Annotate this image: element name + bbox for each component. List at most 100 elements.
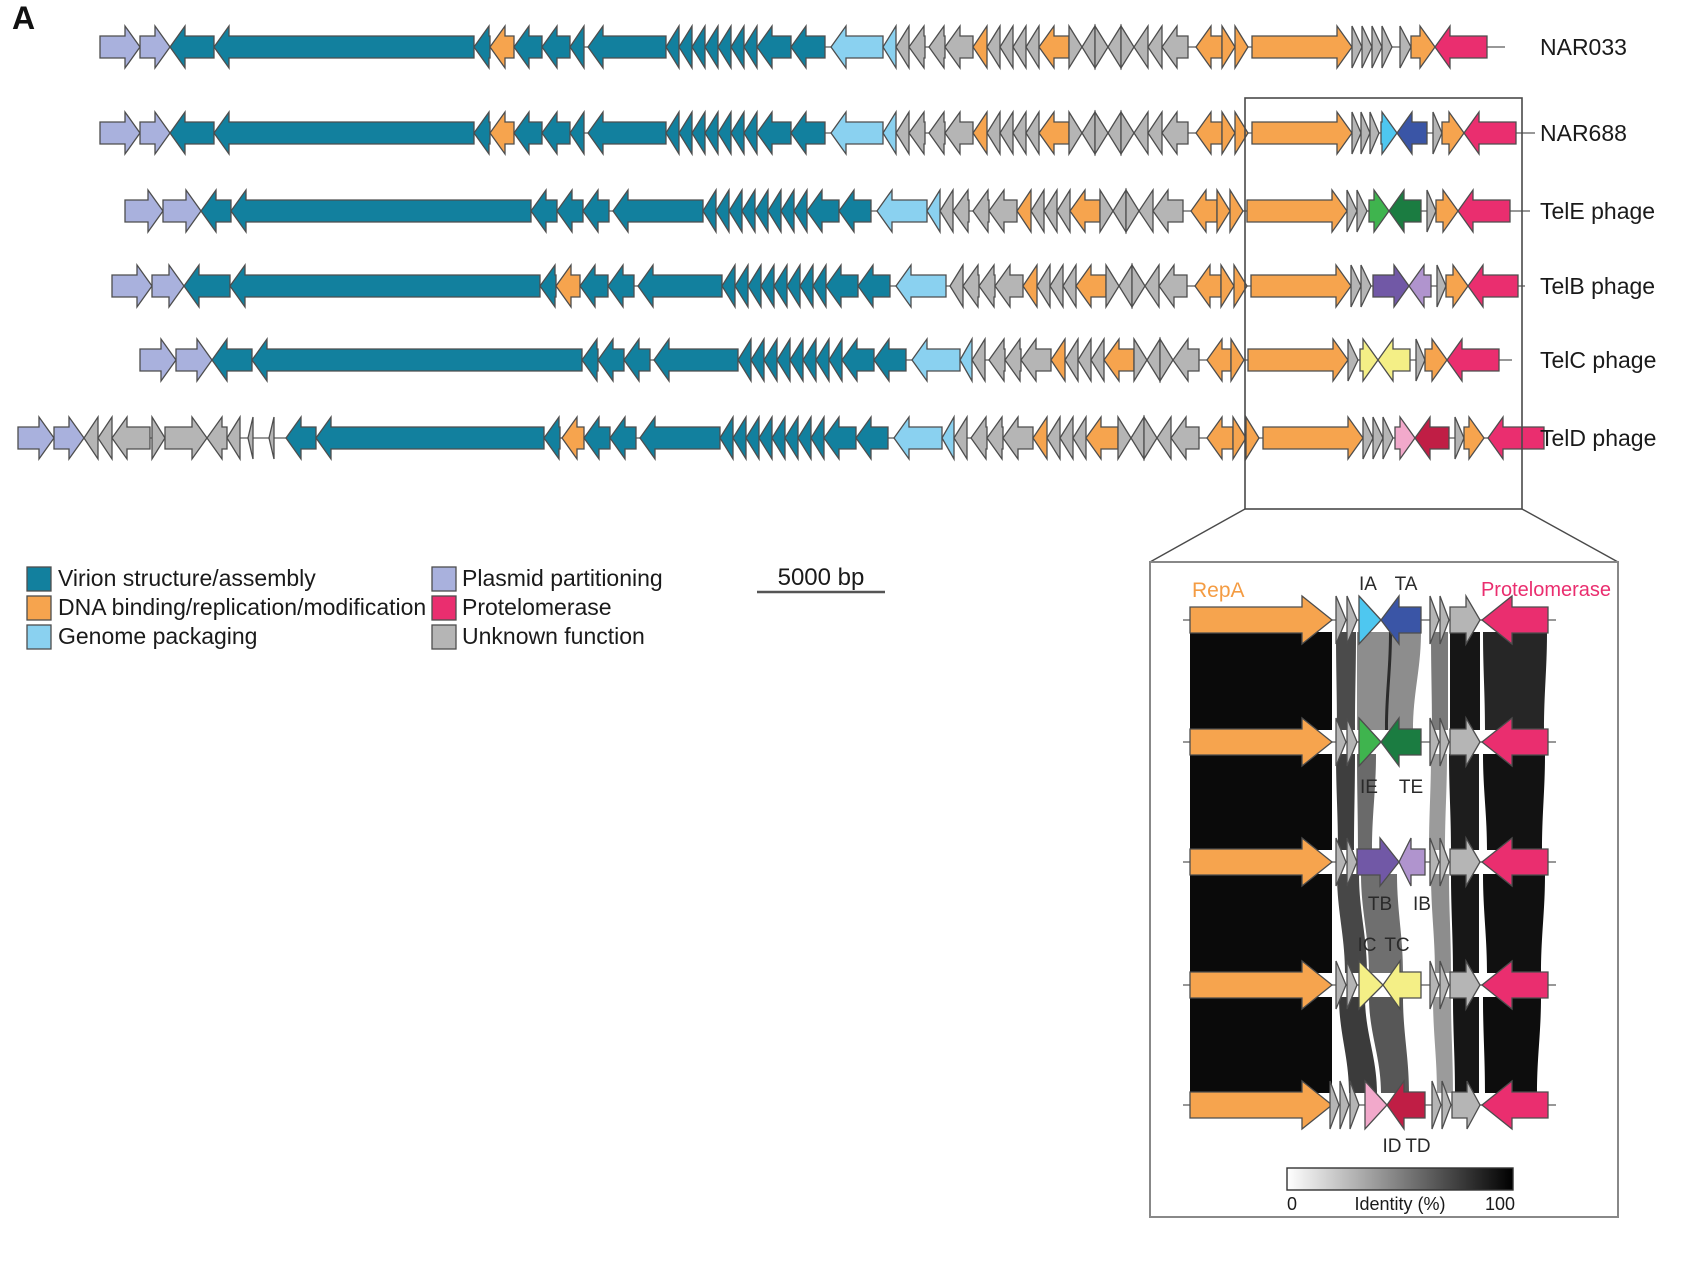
- gene-arrow: [797, 414, 812, 462]
- gene-arrow: [489, 109, 515, 157]
- gene-arrow: [944, 109, 974, 157]
- gene-arrow: [513, 23, 543, 71]
- gene-arrow: [623, 336, 651, 384]
- scale-bar-label: 5000 bp: [778, 564, 865, 591]
- gene-arrow: [1445, 262, 1469, 310]
- gene-arrow: [773, 262, 788, 310]
- gene-arrow: [784, 414, 799, 462]
- inset-gene-arrow: [1439, 595, 1450, 645]
- gene-arrow: [763, 336, 778, 384]
- gene-arrow: [876, 187, 928, 235]
- gene-arrow: [939, 187, 954, 235]
- gene-arrow: [970, 414, 988, 462]
- gene-arrow: [541, 109, 571, 157]
- gene-arrow: [971, 336, 986, 384]
- legend-swatch-t: [26, 566, 52, 592]
- gene-arrow: [1356, 189, 1368, 233]
- gene-arrow: [1147, 109, 1163, 157]
- inset-gene-arrow: [1480, 959, 1549, 1011]
- inset-gene-arrow: [1380, 594, 1422, 646]
- row-label-TelD phage: TelD phage: [1540, 425, 1656, 451]
- gene-arrow: [530, 187, 558, 235]
- identity-label-100: 100: [1485, 1194, 1515, 1214]
- gene-arrow: [555, 262, 581, 310]
- gene-arrow: [830, 109, 884, 157]
- gene-arrow: [1172, 336, 1200, 384]
- identity-ribbon: [1449, 754, 1479, 850]
- gene-arrow: [953, 414, 968, 462]
- gene-arrow: [1068, 23, 1083, 71]
- gene-arrow: [786, 262, 801, 310]
- gene-arrow: [206, 414, 228, 462]
- gene-arrow: [1351, 111, 1362, 155]
- gene-arrow: [1251, 109, 1353, 157]
- gene-arrow: [790, 23, 826, 71]
- gene-arrow: [581, 336, 599, 384]
- row-label-NAR688: NAR688: [1540, 120, 1627, 146]
- gene-arrow: [1161, 109, 1189, 157]
- gene-arrow: [790, 109, 826, 157]
- gene-arrow: [1190, 187, 1218, 235]
- gene-arrow: [962, 262, 980, 310]
- gene-arrow: [169, 109, 215, 157]
- gene-arrow: [1347, 338, 1359, 382]
- gene-arrow: [1059, 414, 1074, 462]
- inset-gene-arrow: [1346, 595, 1358, 645]
- inset-gene-arrow: [1386, 1078, 1426, 1132]
- gene-arrow: [1381, 25, 1393, 69]
- inset-connector-0: [1149, 508, 1246, 563]
- gene-arrow: [926, 187, 941, 235]
- gene-arrow: [1085, 414, 1119, 462]
- inset-label-RepA: RepA: [1192, 579, 1245, 602]
- inset-gene-arrow: [1335, 717, 1347, 767]
- gene-arrow: [1230, 336, 1245, 384]
- identity-ribbon: [1339, 997, 1377, 1093]
- gene-arrow: [780, 187, 795, 235]
- gene-arrow: [1382, 416, 1394, 460]
- gene-arrow: [556, 187, 584, 235]
- gene-arrow: [1131, 262, 1146, 310]
- gene-arrow: [719, 414, 734, 462]
- gene-arrow: [561, 414, 585, 462]
- gene-arrow: [908, 23, 926, 71]
- gene-arrow: [1434, 23, 1488, 71]
- gene-arrow: [678, 23, 693, 71]
- inset-label-IC: IC: [1358, 935, 1377, 956]
- gene-arrow: [1441, 109, 1465, 157]
- gene-arrow: [1195, 23, 1223, 71]
- gene-arrow: [1410, 23, 1436, 71]
- gene-arrow: [1194, 262, 1222, 310]
- gene-arrow: [1250, 262, 1352, 310]
- inset-gene-arrow: [1189, 959, 1334, 1011]
- inset-label-IE: IE: [1360, 777, 1378, 798]
- identity-ribbon: [1190, 874, 1332, 973]
- gene-arrow: [893, 414, 943, 462]
- gene-arrow: [911, 336, 961, 384]
- gene-arrow: [1105, 262, 1120, 310]
- gene-arrow: [691, 109, 706, 157]
- legend-swatch-p: [431, 595, 457, 621]
- inset-connector-1: [1521, 508, 1619, 563]
- legend-swatch-b: [26, 624, 52, 650]
- gene-arrow: [895, 23, 910, 71]
- gene-arrow: [704, 109, 719, 157]
- gene-arrow: [928, 109, 946, 157]
- gene-arrow: [743, 23, 758, 71]
- identity-ribbon: [1450, 632, 1480, 730]
- identity-ribbon: [1483, 874, 1545, 973]
- gene-arrow: [730, 109, 745, 157]
- gene-arrow: [1138, 187, 1154, 235]
- inset-gene-arrow: [1480, 594, 1549, 646]
- inset-gene-arrow: [1480, 836, 1549, 888]
- gene-arrow: [1133, 23, 1149, 71]
- inset-label-TA: TA: [1395, 574, 1418, 595]
- inset-gene-arrow: [1429, 717, 1440, 767]
- inset-gene-arrow: [1439, 960, 1450, 1010]
- inset-gene-arrow: [1189, 836, 1334, 888]
- gene-arrow: [1081, 23, 1096, 71]
- identity-ribbon: [1190, 632, 1332, 730]
- gene-arrow: [994, 262, 1024, 310]
- identity-ribbon: [1357, 754, 1376, 850]
- gene-arrow: [988, 187, 1018, 235]
